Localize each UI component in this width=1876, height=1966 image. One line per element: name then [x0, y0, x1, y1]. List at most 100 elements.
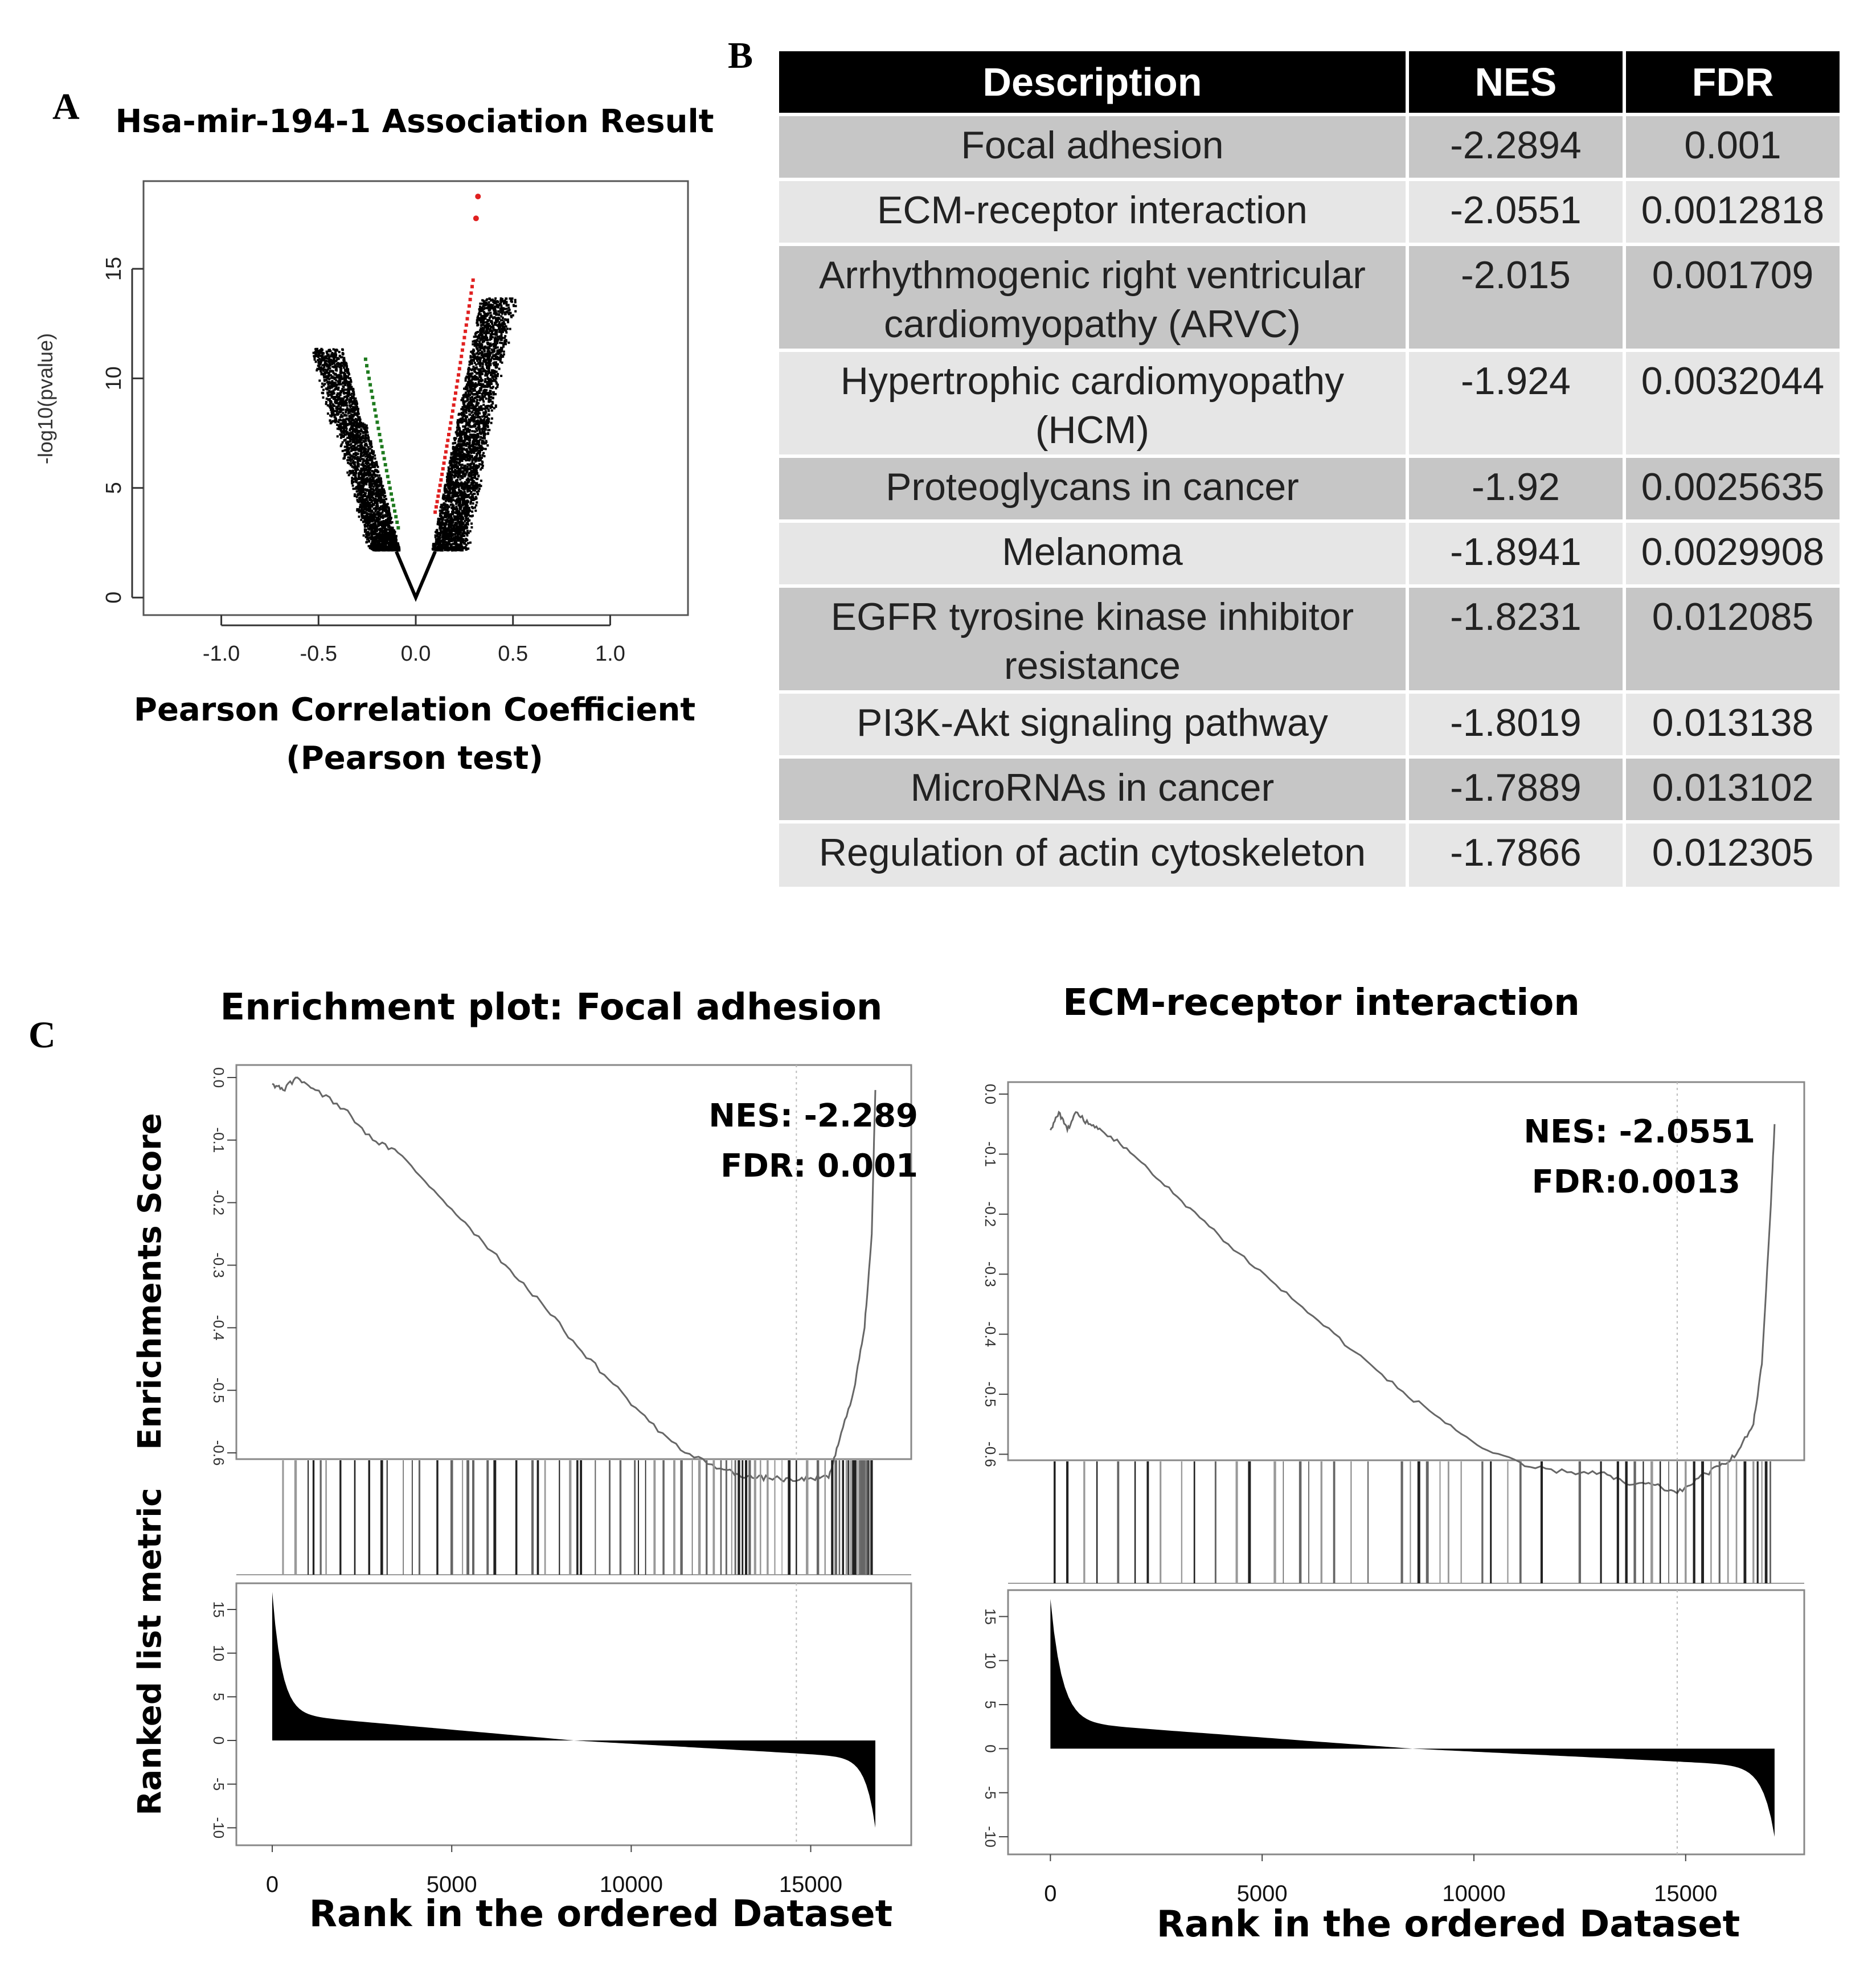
- volcano-positive-points: [433, 278, 475, 514]
- gene-hit: [1677, 1461, 1678, 1583]
- rank-xtick-label: 5000: [1237, 1881, 1288, 1906]
- rank-xlabel: Rank in the ordered Dataset: [1157, 1903, 1740, 1945]
- gene-hit: [1096, 1461, 1098, 1583]
- rank-xtick-label: 10000: [1442, 1881, 1505, 1906]
- gene-hit: [1578, 1461, 1582, 1583]
- gene-hit: [863, 1460, 866, 1575]
- gene-hit: [1439, 1461, 1441, 1583]
- volcano-ytick-label: 0: [102, 592, 126, 604]
- metric-ytick-label: 5: [210, 1693, 227, 1701]
- gene-hit: [568, 1460, 572, 1575]
- gene-hit: [816, 1460, 820, 1575]
- gene-hit: [1481, 1461, 1484, 1583]
- nes-annotation: NES: -2.289: [708, 1097, 918, 1134]
- gene-hit: [472, 1460, 475, 1575]
- metric-frame: [235, 1582, 912, 1846]
- es-ytick-label: -0.6: [210, 1440, 227, 1466]
- gene-hit: [1160, 1461, 1162, 1583]
- rank-xtick-label: 15000: [779, 1872, 842, 1897]
- row-description: Proteoglycans in cancer: [779, 454, 1409, 521]
- table-row: Melanoma -1.8941 0.0029908: [779, 519, 1840, 586]
- gene-hit: [1659, 1461, 1661, 1583]
- gene-hit: [580, 1460, 583, 1575]
- gene-hit: [531, 1460, 534, 1575]
- fdr-annotation: FDR:0.0013: [1532, 1164, 1740, 1201]
- gene-hit: [691, 1460, 693, 1575]
- gene-hit: [645, 1460, 646, 1575]
- gene-hit: [1146, 1461, 1149, 1583]
- row-fdr: 0.001709: [1624, 243, 1840, 350]
- metric-area: [1050, 1599, 1775, 1837]
- row-fdr: 0.013138: [1624, 690, 1840, 757]
- gene-hit: [1710, 1461, 1712, 1583]
- es-ytick-label: 0.0: [982, 1084, 999, 1104]
- gene-hit: [662, 1460, 665, 1575]
- es-ytick-label: -0.6: [982, 1441, 999, 1467]
- gene-hit: [1083, 1461, 1086, 1583]
- row-description: Regulation of actin cytoskeleton: [779, 820, 1409, 887]
- gene-hit: [1600, 1461, 1602, 1583]
- volcano-top-hit: [473, 215, 479, 222]
- gene-hit: [536, 1460, 539, 1575]
- gene-hit: [1333, 1461, 1336, 1583]
- gene-hit: [1181, 1461, 1183, 1583]
- gene-hit: [861, 1460, 865, 1575]
- gene-hit: [1519, 1461, 1522, 1583]
- gene-hit: [450, 1460, 453, 1575]
- gene-hit: [1761, 1461, 1763, 1583]
- panel-label-a: A: [52, 86, 80, 128]
- gene-hit: [706, 1460, 708, 1575]
- gene-hit: [1054, 1461, 1056, 1583]
- gene-hit: [339, 1460, 342, 1575]
- gene-hit: [1417, 1461, 1420, 1583]
- rank-xtick-label: 0: [266, 1872, 278, 1897]
- row-nes: -2.015: [1407, 243, 1627, 350]
- gene-hit: [857, 1460, 858, 1575]
- gene-hit: [544, 1460, 546, 1575]
- gene-hit: [418, 1460, 421, 1575]
- gene-hit: [1400, 1461, 1403, 1583]
- table-row: Focal adhesion -2.2894 0.001: [779, 113, 1840, 179]
- volcano-bulk-points: [312, 297, 517, 552]
- enrichment-plot-focal-adhesion: Enrichment plot: Focal adhesion 0.0 -0.1 -…: [132, 986, 918, 1935]
- volcano-xtick-label: -0.5: [300, 642, 337, 666]
- gene-hit: [753, 1460, 756, 1575]
- enrichment-title: ECM-receptor interaction: [1063, 982, 1580, 1024]
- gene-hit: [869, 1460, 871, 1575]
- gene-hit: [1283, 1461, 1284, 1583]
- row-nes: -1.8941: [1407, 519, 1627, 586]
- gene-hit: [436, 1460, 439, 1575]
- volcano-ylabel: -log10(pvalue): [34, 333, 57, 464]
- row-fdr: 0.0029908: [1624, 519, 1840, 586]
- table-row: EGFR tyrosine kinase inhibitor resistanc…: [779, 584, 1840, 692]
- metric-ytick-label: 15: [982, 1608, 999, 1625]
- gene-hit: [1320, 1461, 1322, 1583]
- es-ytick-label: -0.4: [982, 1321, 999, 1347]
- gene-hit: [854, 1460, 857, 1575]
- row-nes: -1.924: [1407, 349, 1627, 456]
- metric-area: [272, 1592, 875, 1828]
- gene-hit: [609, 1460, 611, 1575]
- gene-hit: [725, 1460, 727, 1575]
- gene-hit: [1447, 1461, 1449, 1583]
- row-description: EGFR tyrosine kinase inhibitor resistanc…: [779, 584, 1409, 692]
- volcano-xtick-label: 0.5: [498, 642, 528, 666]
- row-description: Focal adhesion: [779, 113, 1409, 179]
- row-fdr: 0.013102: [1624, 755, 1840, 822]
- gene-hit: [325, 1460, 327, 1575]
- es-ytick-label: -0.5: [982, 1382, 999, 1407]
- rank-xtick-label: 15000: [1654, 1881, 1717, 1906]
- row-fdr: 0.012085: [1624, 584, 1840, 692]
- row-fdr: 0.0012818: [1624, 178, 1840, 244]
- gene-hit: [774, 1460, 776, 1575]
- row-description: Melanoma: [779, 519, 1409, 586]
- gene-hit: [1273, 1461, 1276, 1583]
- volcano-plot: Hsa-mir-194-1 Association Result -1.0 -0.…: [34, 103, 714, 777]
- es-ylabel: Enrichments Score: [132, 1113, 169, 1449]
- gene-hit: [1299, 1461, 1302, 1583]
- gene-hit: [320, 1460, 322, 1575]
- es-ytick-label: -0.3: [982, 1261, 999, 1287]
- gene-hit: [831, 1460, 834, 1575]
- volcano-xtick-label: 0.0: [401, 642, 431, 666]
- gene-hit: [1350, 1461, 1352, 1583]
